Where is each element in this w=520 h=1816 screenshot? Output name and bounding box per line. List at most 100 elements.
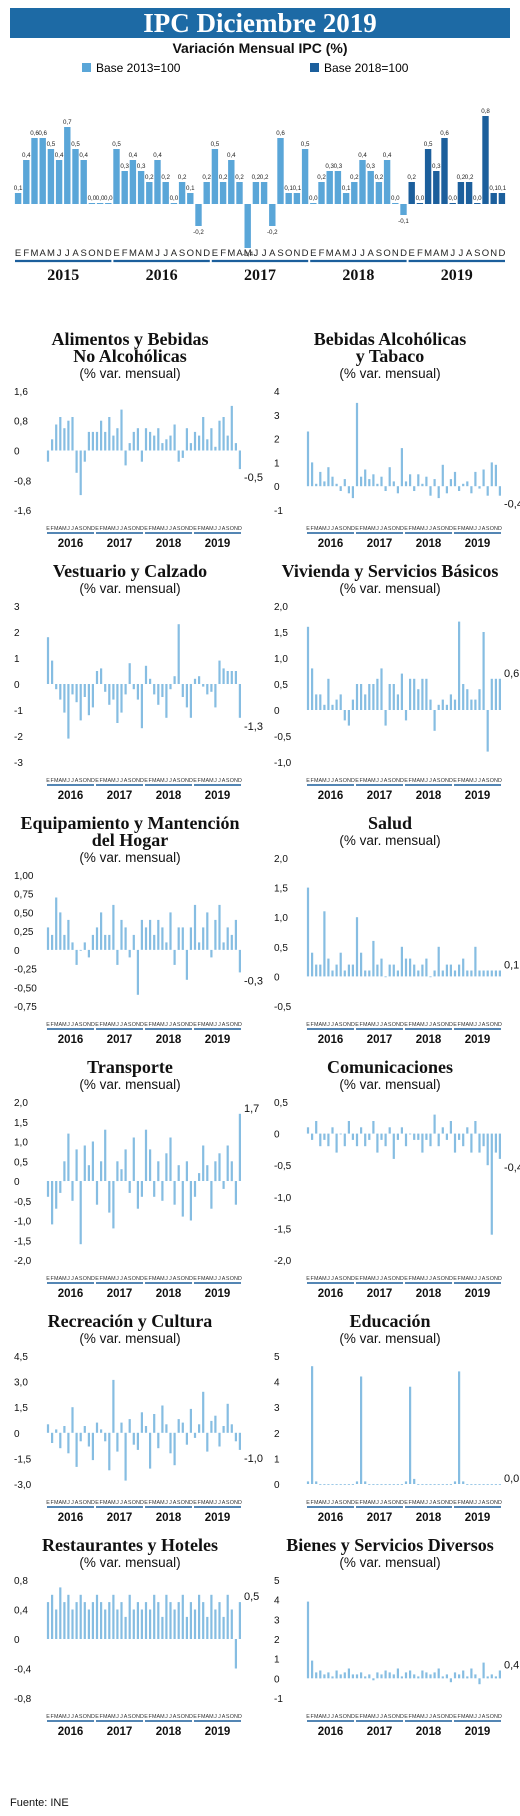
y-tick-label: -0,8 <box>14 476 32 487</box>
panel-bar <box>112 684 115 700</box>
panel-bar <box>59 1432 62 1449</box>
panel-month-tick: D <box>351 1500 355 1506</box>
panel-month-tick: J <box>218 526 221 532</box>
panel-month-tick: F <box>457 1500 461 1506</box>
panel-bar <box>498 678 501 710</box>
panel-bar <box>470 970 473 977</box>
panel-bar <box>421 1484 424 1485</box>
panel-bar <box>144 1129 148 1181</box>
panel-month-tick: S <box>79 1276 83 1282</box>
panel-month-tick: S <box>128 1022 132 1028</box>
panel-bar <box>59 417 62 451</box>
panel-bar <box>136 1432 139 1450</box>
panel-month-tick: O <box>181 1022 185 1028</box>
panel-bar <box>425 1133 428 1140</box>
panel-bar <box>177 450 180 462</box>
panel-month-tick: O <box>343 1714 347 1720</box>
panel-bar <box>214 446 217 451</box>
panel-month-tick: D <box>91 1022 95 1028</box>
y-tick-label: 0 <box>14 946 20 957</box>
y-tick-label: 4 <box>274 387 280 398</box>
panel-month-tick: M <box>209 1276 214 1282</box>
panel-month-tick: M <box>420 1276 425 1282</box>
panel-month-tick: F <box>50 526 54 532</box>
ipc-value-label: 0,1 <box>186 185 195 192</box>
panel-month-tick: A <box>222 1276 226 1282</box>
panel-month-tick: J <box>165 1500 168 1506</box>
panel-month-tick: M <box>314 1714 319 1720</box>
panel-month-tick: N <box>136 778 140 784</box>
panel-bar <box>75 1149 78 1181</box>
panel-bar <box>91 1432 94 1461</box>
month-tick-label: S <box>81 248 87 259</box>
panel-month-tick: O <box>392 526 396 532</box>
panel-bar <box>91 1141 94 1181</box>
month-tick-label: A <box>466 248 473 259</box>
panel-bar <box>108 1432 111 1471</box>
panel-bar <box>486 1484 489 1485</box>
panel-bar <box>75 684 78 703</box>
panel-bar <box>474 1121 477 1134</box>
ipc-bar <box>31 138 38 204</box>
panel-month-tick: E <box>193 1022 197 1028</box>
panel-month-tick: M <box>209 778 214 784</box>
panel-bar <box>218 904 221 950</box>
panel-year-label: 2019 <box>205 1726 231 1738</box>
panel-bar <box>95 1594 99 1639</box>
panel-ylabel: (% var. mensual) <box>339 833 440 848</box>
panel-bar <box>400 1484 403 1485</box>
month-tick-label: N <box>392 248 399 259</box>
panel-month-tick: O <box>392 1500 396 1506</box>
panel-month-tick: F <box>99 1276 103 1282</box>
panel-month-tick: J <box>218 1276 221 1282</box>
panel-month-tick: O <box>83 778 87 784</box>
panel-month-tick: A <box>107 1022 111 1028</box>
y-tick-label: 0,5 <box>274 943 288 954</box>
panel-bar <box>55 1429 58 1433</box>
panel-month-tick: O <box>132 1500 136 1506</box>
panel-bar <box>202 1391 205 1433</box>
panel-last-value-label: -0,4 <box>504 1162 520 1174</box>
ipc-value-label: 0,1 <box>14 185 23 192</box>
panel-month-tick: S <box>339 778 343 784</box>
panel-bar <box>128 1419 131 1433</box>
panel-month-tick: J <box>214 526 217 532</box>
panel-month-tick: A <box>465 1276 469 1282</box>
panel-bar <box>364 1676 367 1679</box>
month-tick-label: M <box>31 248 39 259</box>
panel-bar <box>55 424 58 451</box>
panel-month-tick: A <box>205 1022 209 1028</box>
panel-bar <box>327 467 330 487</box>
panel-bar <box>470 1668 473 1679</box>
panel-bar <box>238 1432 241 1450</box>
panel-bar <box>55 1609 58 1639</box>
month-tick-label: O <box>88 248 95 259</box>
ipc-value-label: 0,7 <box>63 119 72 126</box>
panel-bar <box>388 467 391 487</box>
panel-bar <box>335 1670 338 1679</box>
panel-month-tick: J <box>71 1276 74 1282</box>
panel-month-tick: D <box>140 1500 144 1506</box>
panel-month-tick: E <box>95 1714 99 1720</box>
panel-month-tick: O <box>83 1714 87 1720</box>
panel-bar <box>364 970 367 977</box>
panel-month-tick: S <box>226 1714 230 1720</box>
panel-month-tick: S <box>437 1714 441 1720</box>
panel-month-tick: M <box>420 526 425 532</box>
panel-year-label: 2018 <box>416 1034 442 1046</box>
ipc-value-label: 0,2 <box>235 174 244 181</box>
panel-bar <box>136 428 139 451</box>
panel-bar <box>372 474 375 487</box>
panel-month-tick: O <box>392 1022 396 1028</box>
panel-month-tick: J <box>331 778 334 784</box>
ipc-value-label: 0,4 <box>383 152 392 159</box>
panel-month-tick: A <box>58 1022 62 1028</box>
panel-bar <box>161 443 164 451</box>
panel-ylabel: (% var. mensual) <box>79 1555 180 1570</box>
panel-bar <box>331 1484 334 1485</box>
ipc-value-label: 0,1 <box>342 185 351 192</box>
panel-month-tick: N <box>494 526 498 532</box>
panel-month-tick: N <box>136 1500 140 1506</box>
panel-bar <box>100 912 103 950</box>
panel-month-tick: A <box>465 526 469 532</box>
